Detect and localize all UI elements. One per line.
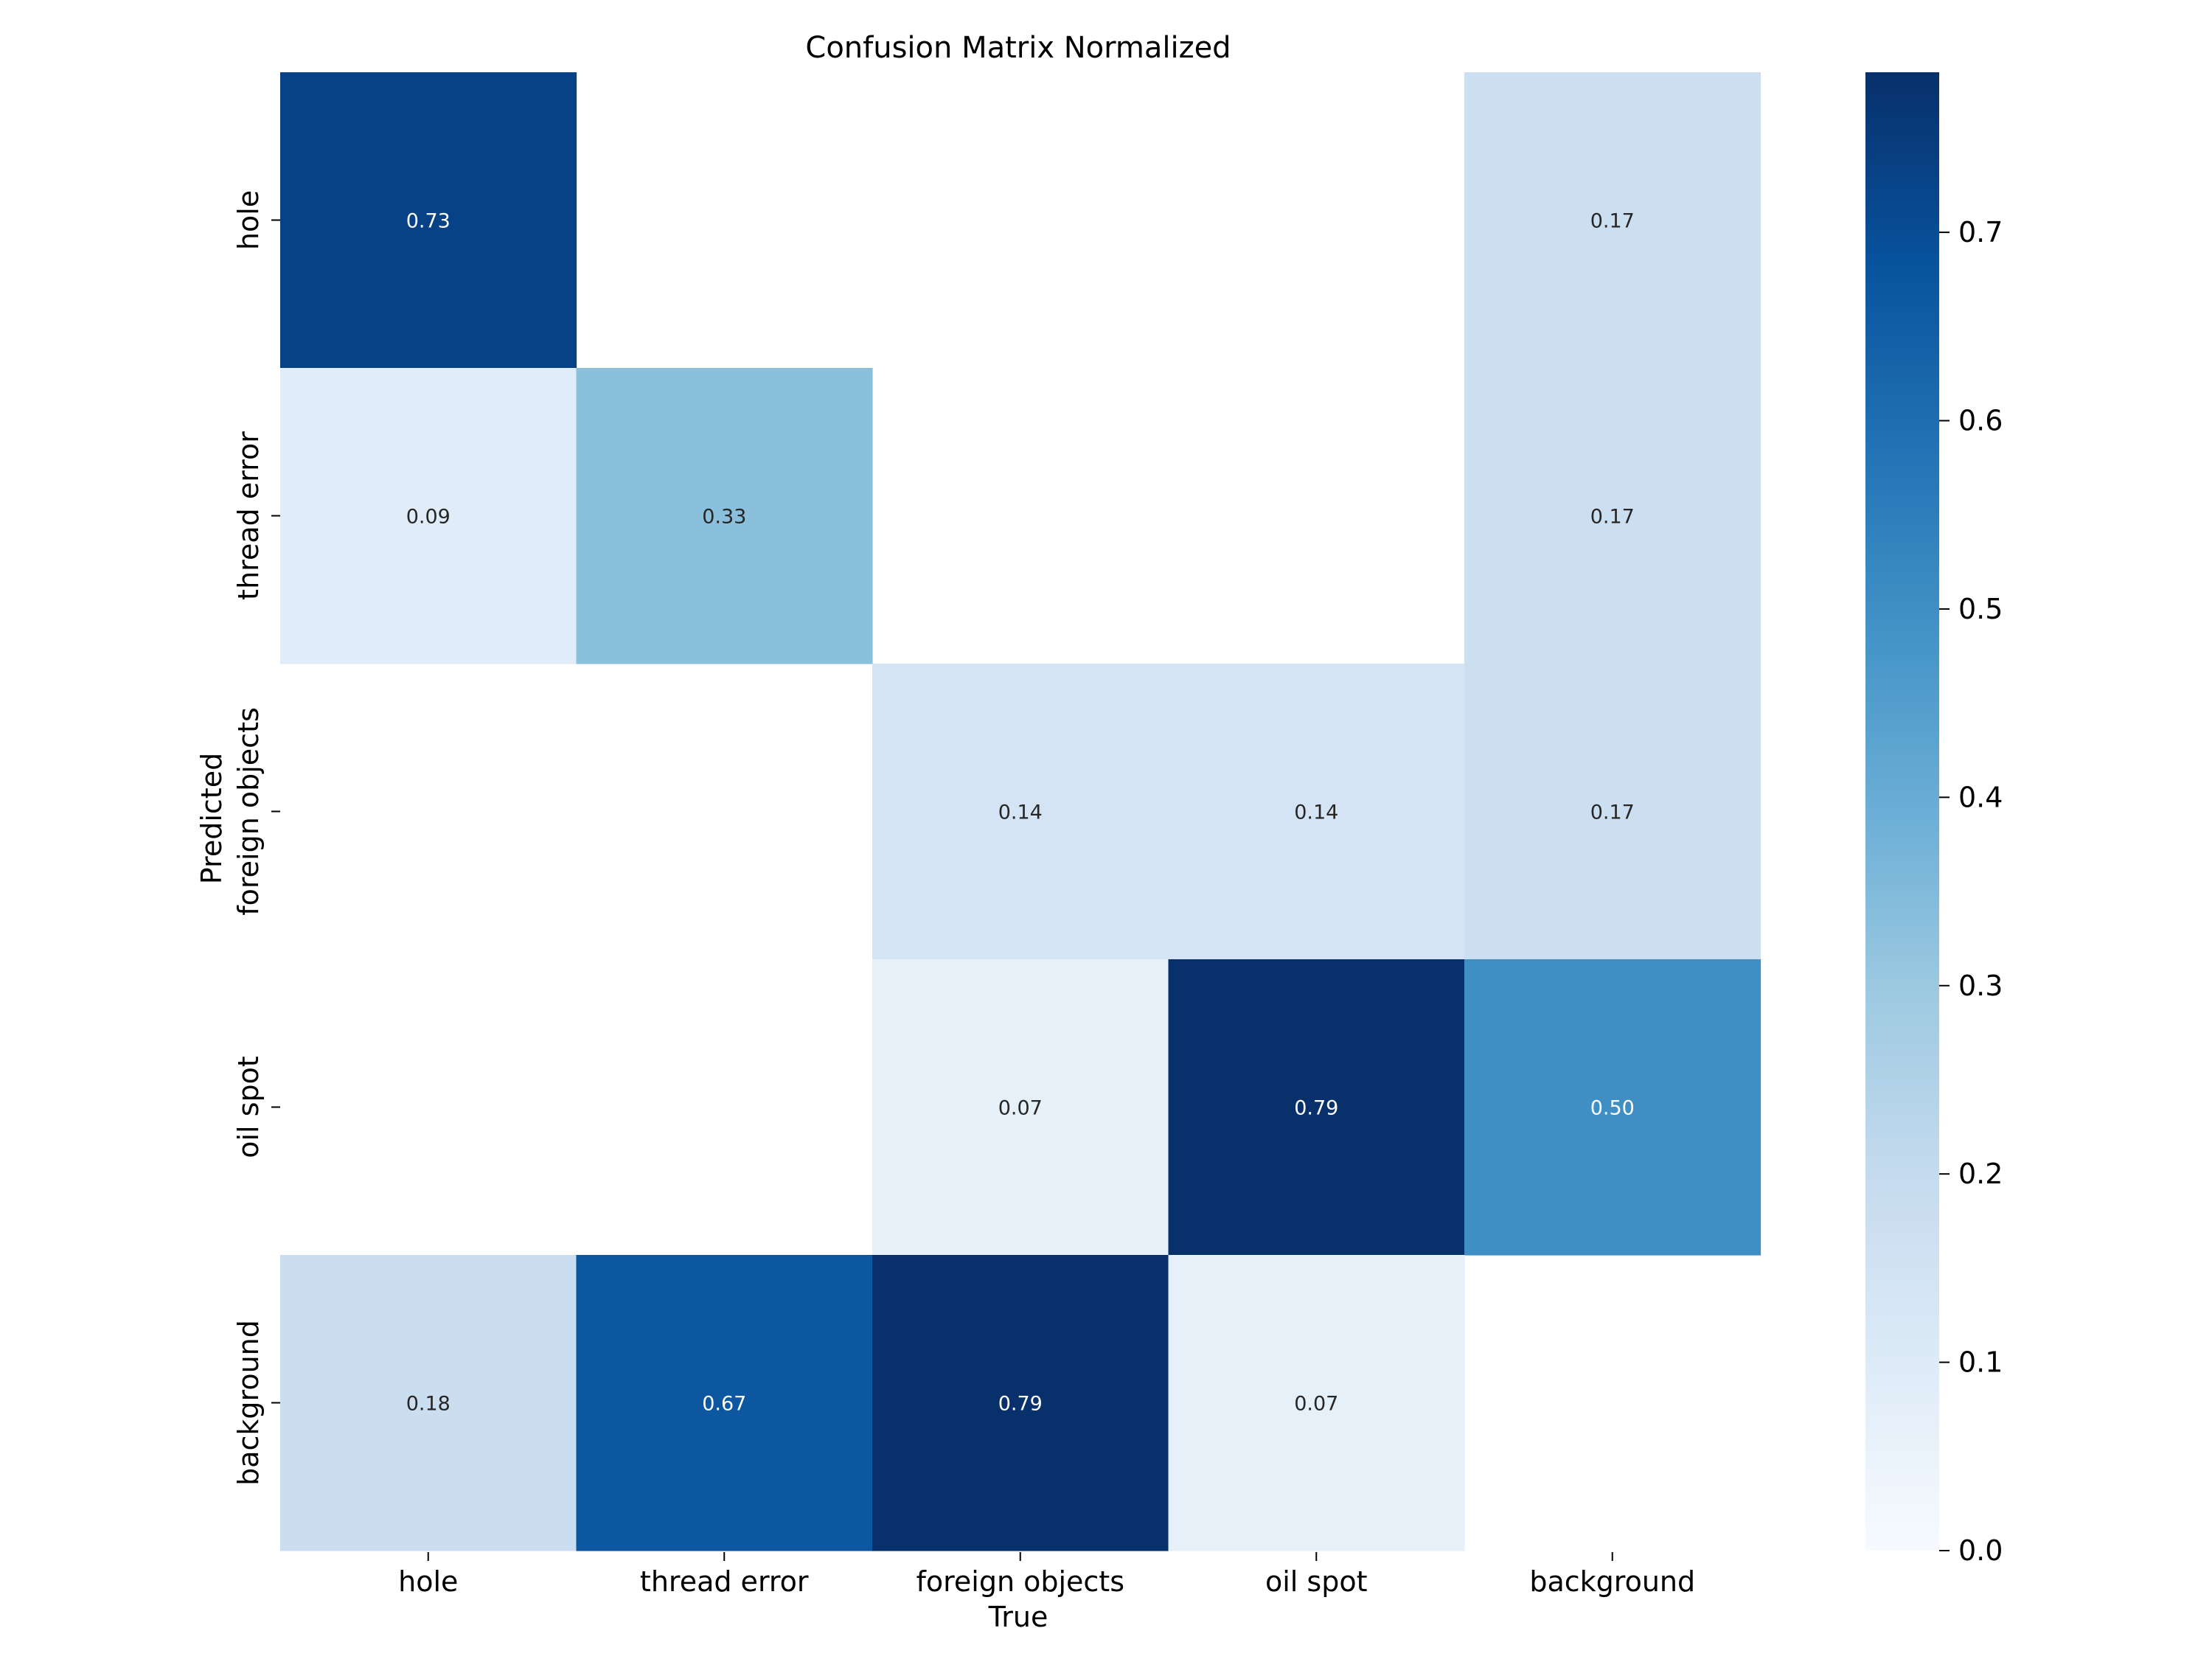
y-tick-label: hole: [232, 190, 265, 250]
heatmap-cell: [1168, 664, 1465, 960]
colorbar-gradient: [1865, 72, 1939, 1551]
colorbar: [1865, 72, 1939, 1551]
y-tick-label: foreign objects: [232, 707, 265, 916]
heatmap-cell: [872, 664, 1169, 960]
cell-value-label: 0.17: [1590, 210, 1635, 233]
colorbar-tick-label: 0.1: [1958, 1346, 2003, 1379]
y-tick-label: background: [232, 1320, 265, 1486]
cell-value-label: 0.50: [1590, 1097, 1635, 1120]
x-tick-label: thread error: [640, 1565, 809, 1598]
colorbar-tick-label: 0.3: [1958, 970, 2003, 1002]
heatmap-cell: [1464, 664, 1761, 960]
colorbar-tick-label: 0.7: [1958, 216, 2003, 248]
x-tick-label: oil spot: [1265, 1565, 1368, 1598]
heatmap-cell: [280, 72, 577, 369]
x-axis: hole thread error foreign objects oil spot b…: [398, 1552, 1695, 1598]
heatmap-cell: [1464, 959, 1761, 1256]
cell-value-label: 0.14: [1294, 801, 1338, 824]
colorbar-tick-label: 0.6: [1958, 405, 2003, 437]
heatmap-cell: [576, 1255, 873, 1551]
cell-value-label: 0.07: [1294, 1393, 1338, 1416]
cell-value-label: 0.17: [1590, 506, 1635, 529]
y-tick-label: oil spot: [232, 1056, 265, 1158]
x-tick-label: foreign objects: [916, 1565, 1124, 1598]
cell-value-label: 0.67: [702, 1393, 746, 1416]
heatmap-cell: [1168, 959, 1465, 1256]
colorbar-tick-label: 0.2: [1958, 1158, 2003, 1190]
cell-value-label: 0.79: [1294, 1097, 1338, 1120]
cell-value-label: 0.07: [998, 1097, 1043, 1120]
x-tick-label: background: [1529, 1565, 1695, 1598]
heatmap-cell: [576, 368, 873, 664]
cell-value-label: 0.14: [998, 801, 1043, 824]
colorbar-ticks: 0.0 0.1 0.2 0.3 0.4 0.5 0.6 0.7: [1939, 216, 2003, 1567]
cell-value-label: 0.73: [406, 210, 451, 233]
heatmap-cell: [1464, 72, 1761, 369]
colorbar-tick-label: 0.0: [1958, 1534, 2003, 1567]
cell-value-label: 0.79: [998, 1393, 1043, 1416]
heatmap-cell: [872, 959, 1169, 1256]
cell-value-label: 0.09: [406, 506, 451, 529]
heatmap-cell-labels: 0.73 0.17 0.09 0.33 0.17 0.14 0.14 0.17 0.07 0.79…: [406, 210, 1635, 1416]
chart-title: Confusion Matrix Normalized: [805, 31, 1231, 65]
heatmap-cell: [280, 368, 577, 664]
heatmap-cells: [280, 72, 1761, 1551]
cell-value-label: 0.18: [406, 1393, 451, 1416]
x-axis-label: True: [988, 1601, 1048, 1633]
heatmap-cell: [1168, 1255, 1465, 1551]
y-axis: hole thread error foreign objects oil spot b…: [232, 190, 280, 1486]
x-tick-label: hole: [398, 1565, 458, 1598]
cell-value-label: 0.17: [1590, 801, 1635, 824]
y-axis-label: Predicted: [195, 753, 228, 884]
heatmap-cell: [280, 1255, 577, 1551]
colorbar-tick-label: 0.5: [1958, 593, 2003, 625]
cell-value-label: 0.33: [702, 506, 746, 529]
colorbar-tick-label: 0.4: [1958, 781, 2003, 813]
heatmap-cell: [1464, 368, 1761, 664]
heatmap-cell: [872, 1255, 1169, 1551]
y-tick-label: thread error: [232, 431, 265, 600]
